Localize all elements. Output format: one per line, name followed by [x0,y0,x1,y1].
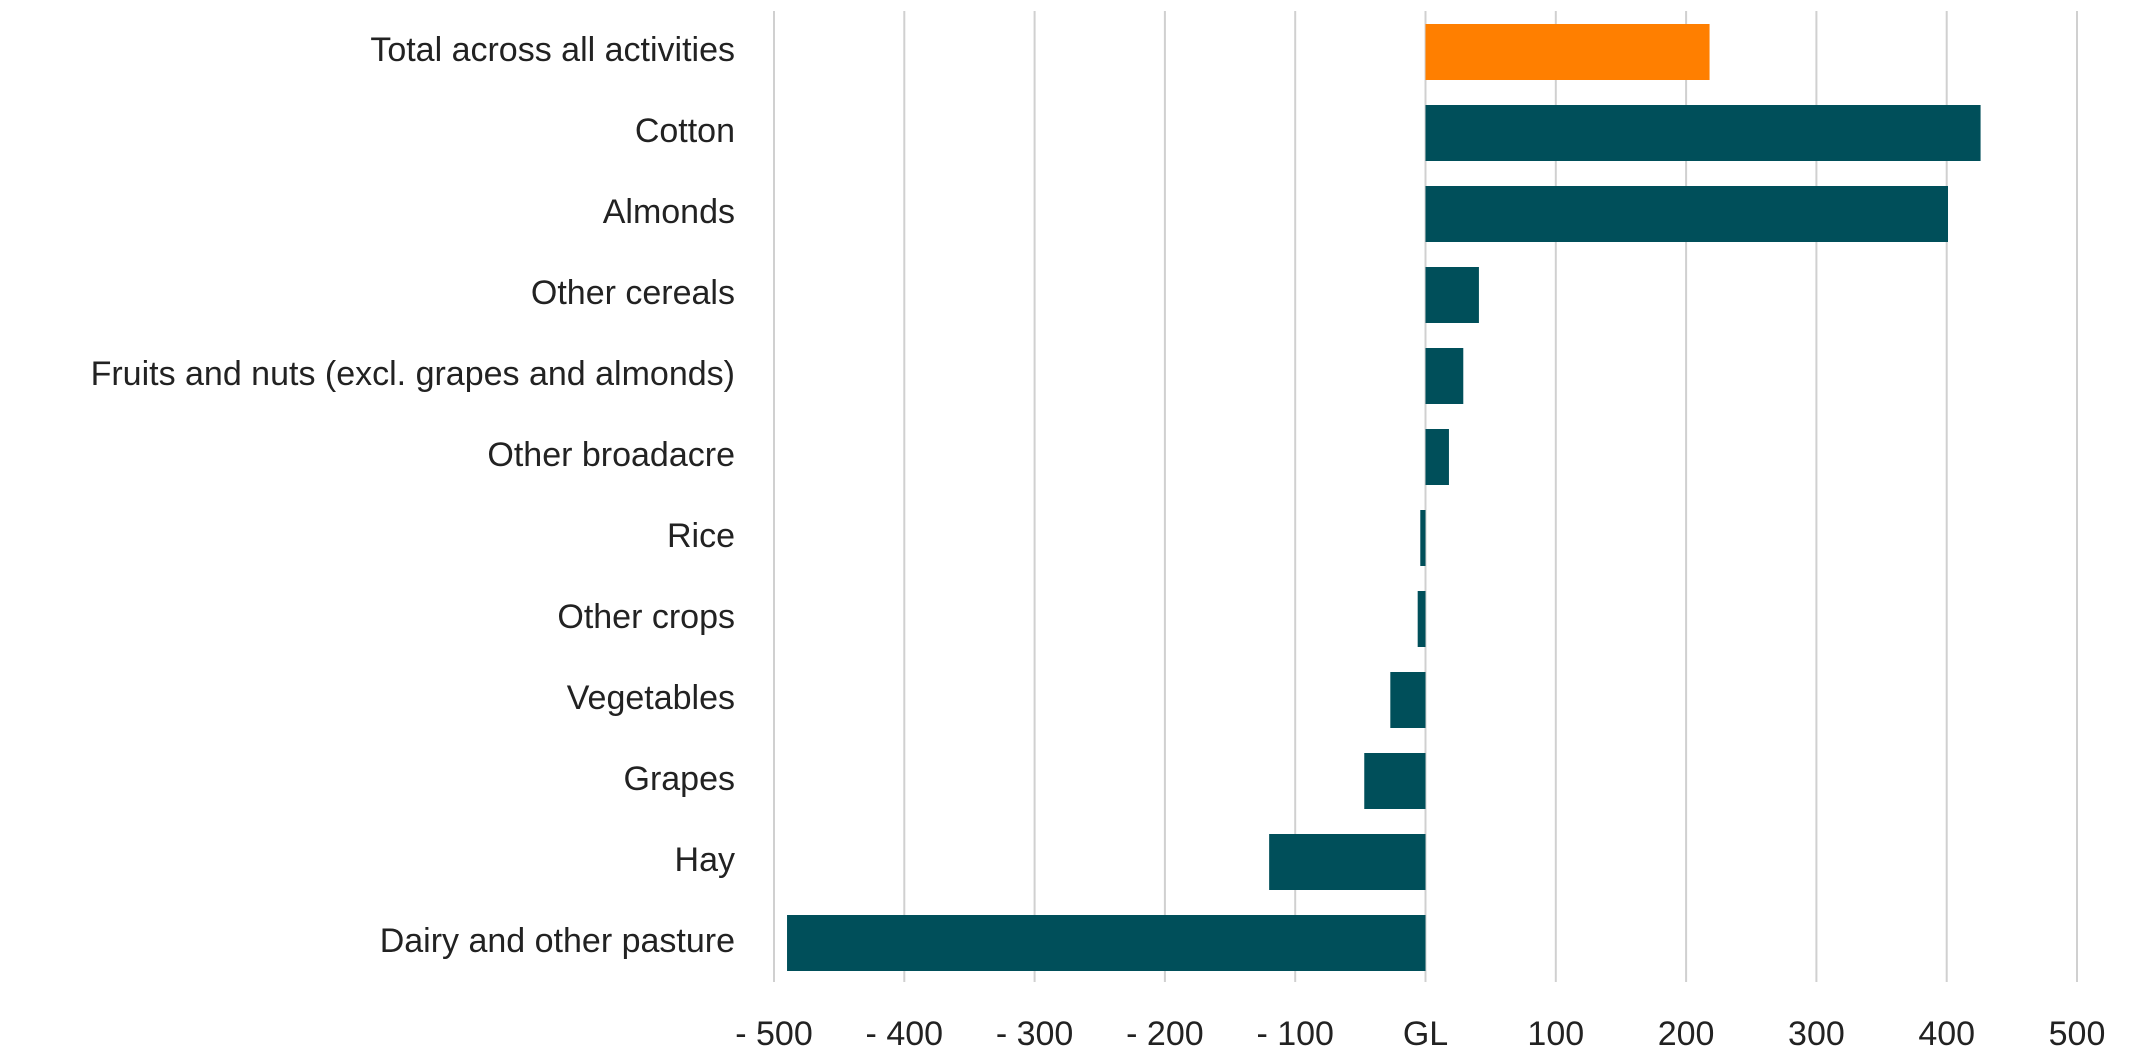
x-tick-label: - 400 [866,1015,944,1053]
bar [1364,753,1426,809]
y-tick-label: Total across all activities [370,31,735,69]
bar [1425,429,1449,485]
y-tick-label: Rice [667,517,735,555]
bar [1425,348,1464,404]
bar [1425,24,1710,80]
bar [787,915,1426,971]
bar [1420,510,1426,566]
y-tick-label: Dairy and other pasture [380,922,735,960]
x-tick-label: 100 [1527,1015,1584,1053]
bar [1425,105,1981,161]
x-tick-label: GL [1403,1015,1448,1053]
bar [1425,186,1949,242]
y-tick-label: Other cereals [531,274,735,312]
y-tick-label: Fruits and nuts (excl. grapes and almond… [91,355,735,393]
y-tick-label: Other broadacre [487,436,735,474]
x-tick-label: - 100 [1256,1015,1334,1053]
x-tick-label: 300 [1788,1015,1845,1053]
y-tick-label: Vegetables [567,679,735,717]
y-tick-label: Grapes [624,760,736,798]
x-tick-label: 400 [1918,1015,1975,1053]
bar [1269,834,1426,890]
y-tick-label: Hay [675,841,735,879]
bar [1417,591,1426,647]
x-tick-label: 500 [2049,1015,2106,1053]
x-tick-label: - 300 [996,1015,1074,1053]
bar [1425,267,1479,323]
y-tick-label: Almonds [603,193,735,231]
x-tick-label: - 500 [735,1015,813,1053]
y-tick-label: Other crops [557,598,735,636]
y-tick-label: Cotton [635,112,735,150]
bar [1390,672,1426,728]
x-tick-label: 200 [1658,1015,1715,1053]
x-tick-label: - 200 [1126,1015,1204,1053]
